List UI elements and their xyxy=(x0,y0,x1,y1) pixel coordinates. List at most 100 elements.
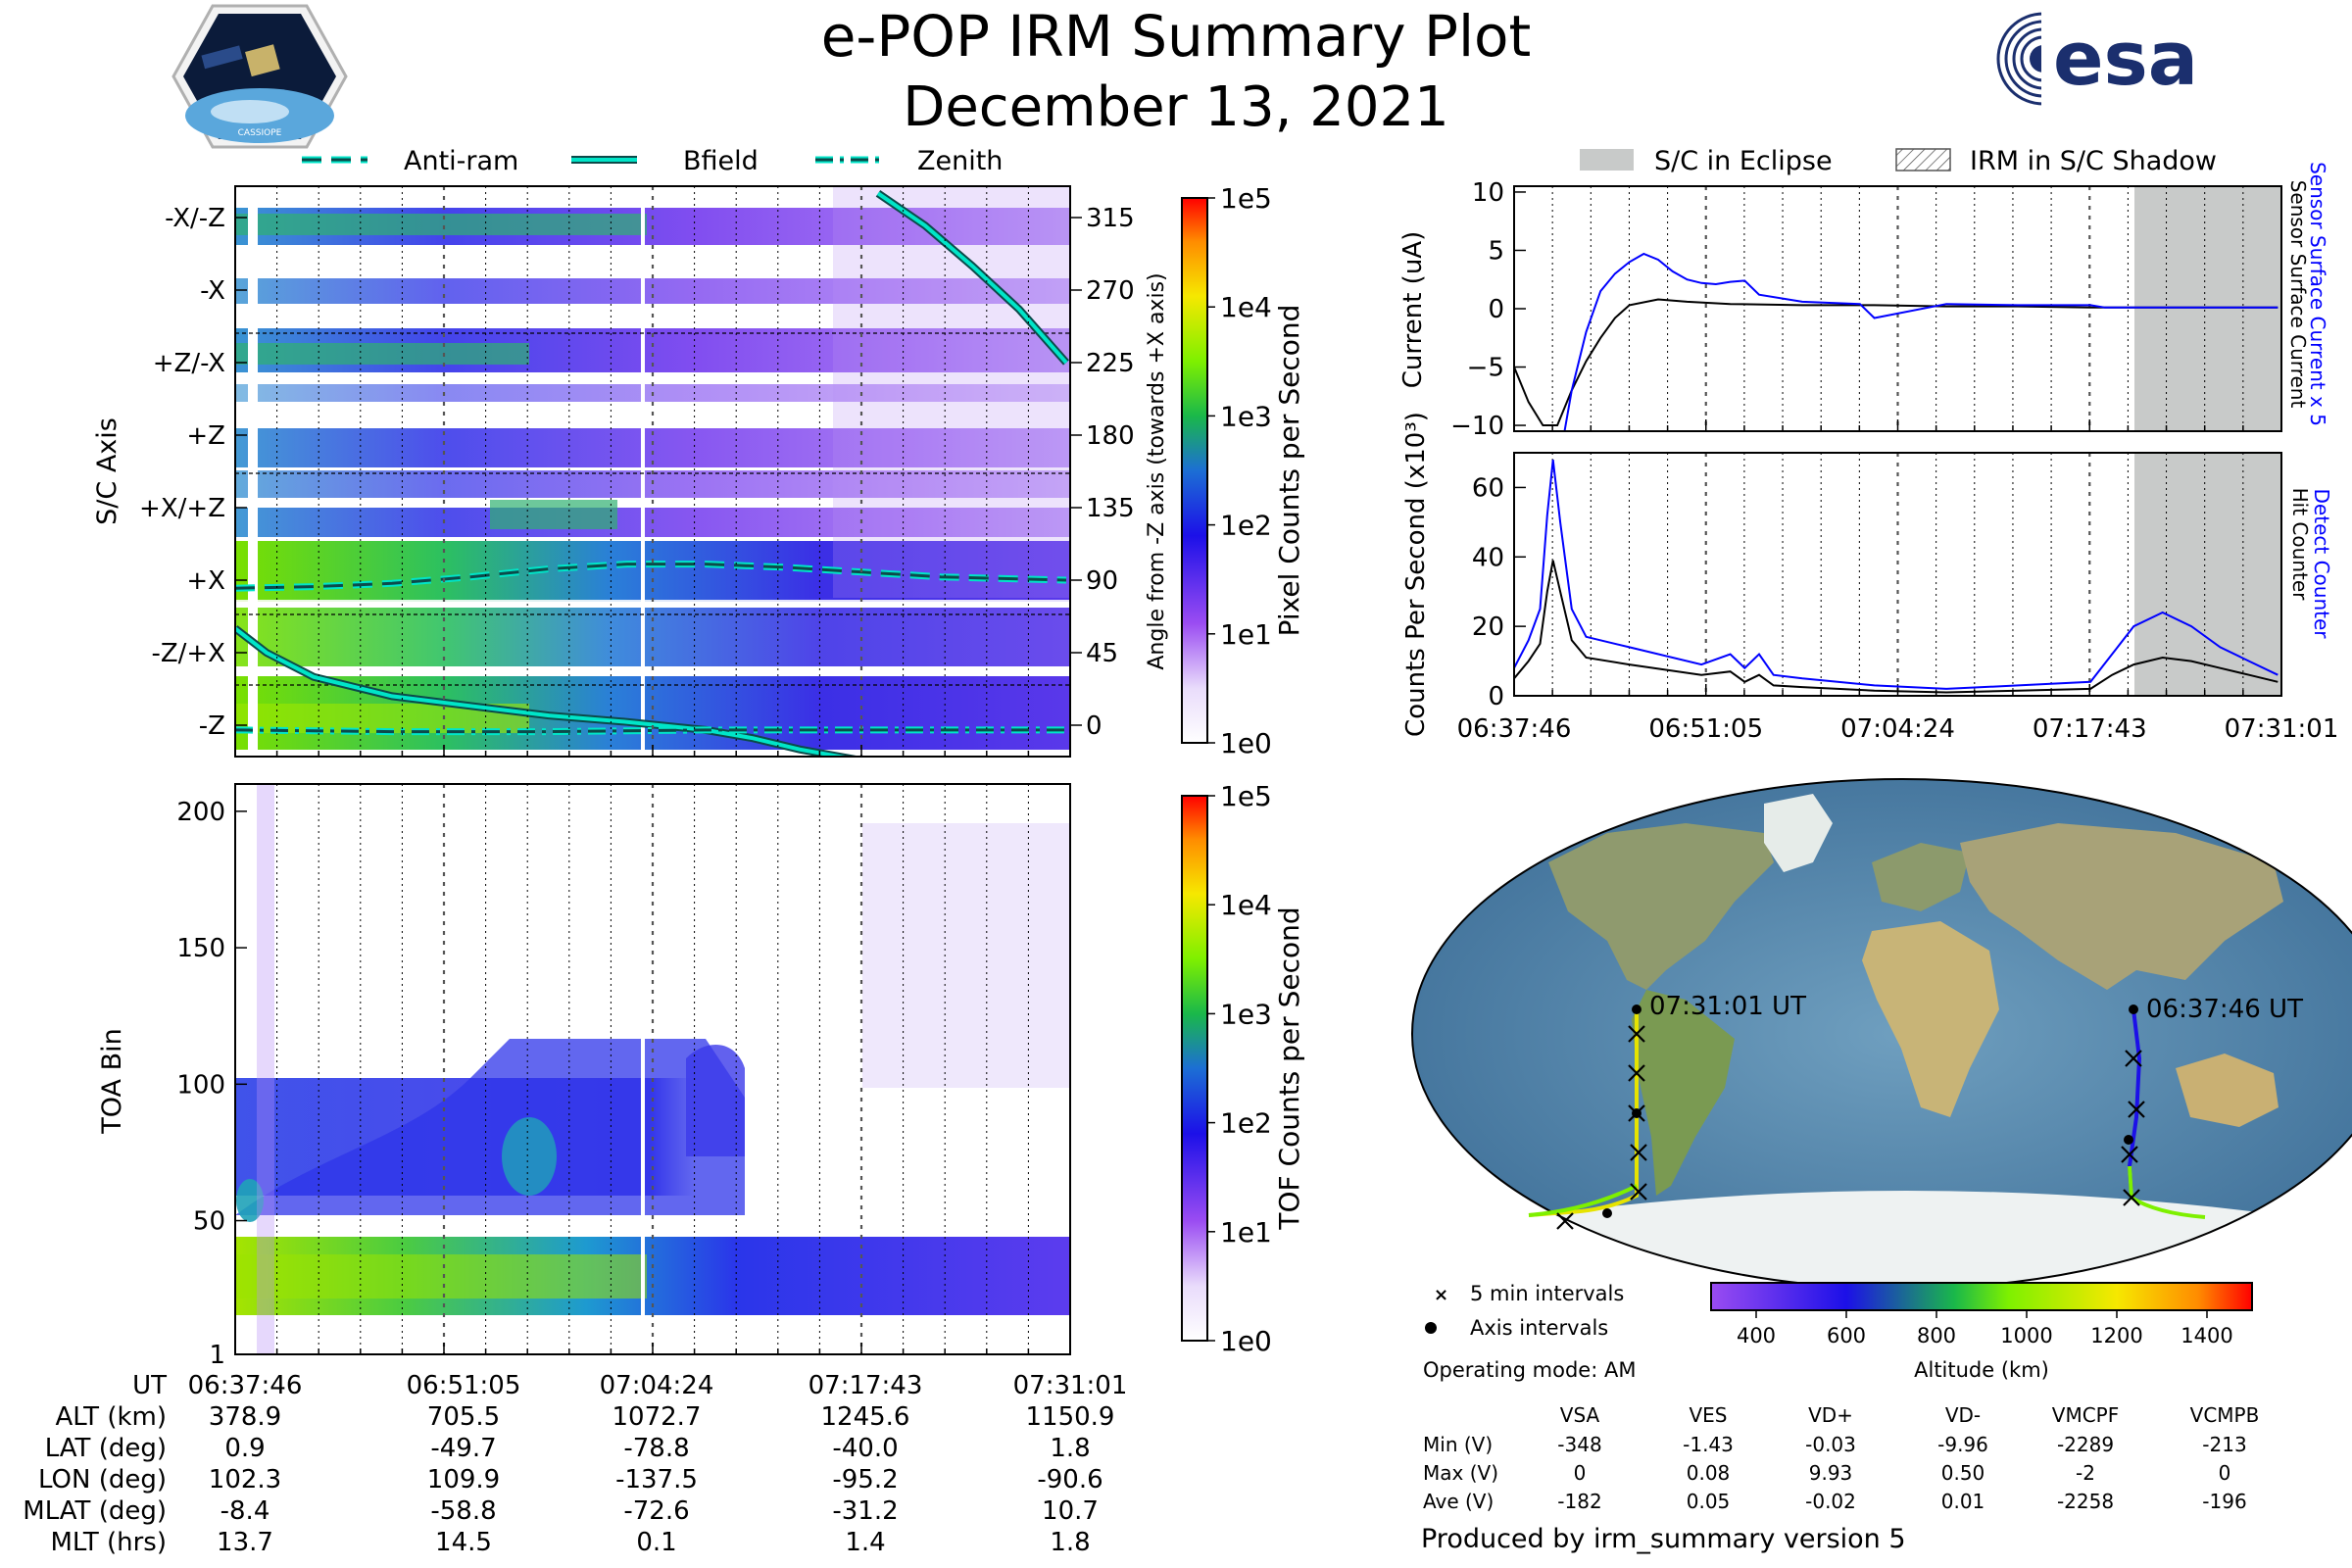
current-series xyxy=(1514,252,2278,431)
panel-sc-axis: -X/-Z -X +Z/-X +Z +X/+Z +X -Z/+X -Z 315 270 225 18… xyxy=(92,185,1169,758)
ephemeris-cell: 1150.9 xyxy=(1026,1402,1115,1432)
page-date: December 13, 2021 xyxy=(903,75,1449,139)
five-min-marker xyxy=(1630,1144,1647,1161)
ephemeris-cell: 1245.6 xyxy=(821,1402,910,1432)
counts-right-label-blue: Detect Counter xyxy=(2310,489,2333,640)
legend-top-left: Anti-ram Bfield Zenith xyxy=(302,146,1003,176)
counts-xtick-label: 06:51:05 xyxy=(1648,714,1763,744)
altitude-tick-label: 800 xyxy=(1917,1324,1956,1348)
colorbar-tick-label: 1e2 xyxy=(1220,1107,1272,1140)
ephemeris-cell: -72.6 xyxy=(623,1496,689,1526)
svg-text:×: × xyxy=(1434,1285,1448,1305)
voltage-cell: -0.03 xyxy=(1805,1433,1856,1456)
footer-text: Produced by irm_summary version 5 xyxy=(1421,1524,1906,1554)
voltage-cell: 0.08 xyxy=(1687,1461,1731,1485)
toa-ylabel: TOA Bin xyxy=(97,1028,127,1134)
counts-line xyxy=(1514,560,2278,694)
angle-tick-label: 90 xyxy=(1086,566,1118,596)
ephemeris-cell: 13.7 xyxy=(217,1528,273,1557)
ephemeris-row-label: MLT (hrs) xyxy=(51,1528,168,1557)
ephemeris-cell: 07:17:43 xyxy=(808,1371,923,1400)
counts-tick-label: 40 xyxy=(1472,543,1504,572)
voltage-cell: -348 xyxy=(1557,1433,1601,1456)
panel-current: 10 5 0 −5 −10 Current (uA) Sensor Surface Cu… xyxy=(1398,162,2329,441)
sc-axis-series xyxy=(235,190,1069,757)
counts-tick-label: 60 xyxy=(1472,473,1504,503)
map-label-start: 06:37:46 UT xyxy=(2146,995,2303,1024)
ephemeris-cell: 1.4 xyxy=(845,1528,885,1557)
voltage-cell: -1.43 xyxy=(1683,1433,1734,1456)
axis-interval-marker xyxy=(1632,1108,1642,1118)
sc-axis-category-label: +Z xyxy=(186,421,225,451)
ephemeris-row-label: LON (deg) xyxy=(38,1465,167,1494)
voltage-cell: -213 xyxy=(2202,1433,2246,1456)
current-tick-label: −10 xyxy=(1450,412,1504,441)
voltage-cell: -2289 xyxy=(2057,1433,2114,1456)
colorbar-tick-label: 1e0 xyxy=(1220,1325,1272,1357)
angle-tick-label: 135 xyxy=(1086,494,1135,523)
colorbar-tick-label: 1e3 xyxy=(1220,998,1272,1030)
counts-line xyxy=(1514,459,2278,690)
sc-axis-ticks: -X/-Z -X +Z/-X +Z +X/+Z +X -Z/+X -Z xyxy=(139,204,247,741)
current-ticks: 10 5 0 −5 −10 xyxy=(1450,178,1526,441)
legend-top-right: S/C in Eclipse IRM in S/C Shadow xyxy=(1580,146,2217,176)
altitude-tick-label: 600 xyxy=(1827,1324,1866,1348)
voltage-cell: -9.96 xyxy=(1937,1433,1988,1456)
sc-axis-category-label: +X/+Z xyxy=(139,494,225,523)
toa-tick-label: 100 xyxy=(176,1070,225,1100)
page-title: e-POP IRM Summary Plot xyxy=(821,3,1532,70)
colorbar-tick-label: 1e0 xyxy=(1220,727,1272,760)
voltage-header: VSA xyxy=(1560,1403,1600,1427)
ephemeris-cell: 1.8 xyxy=(1050,1528,1090,1557)
ephemeris-cell: -58.8 xyxy=(430,1496,496,1526)
voltage-cell: 0 xyxy=(1574,1461,1587,1485)
ephemeris-cell: -78.8 xyxy=(623,1434,689,1463)
counts-ylabel: Counts Per Second (x10³) xyxy=(1401,412,1431,737)
ephemeris-cell: 378.9 xyxy=(209,1402,281,1432)
voltage-table: VSA VES VD+ VD- VMCPF VCMPB Min (V) -348 -1.43 -0… xyxy=(1423,1403,2259,1513)
counts-xticks: 06:37:46 06:51:05 07:04:24 07:17:43 07:31:01 xyxy=(1457,714,2339,744)
sc-axis-refs xyxy=(235,332,1070,686)
ephemeris-cell: 0.9 xyxy=(224,1434,265,1463)
voltage-header: VD- xyxy=(1945,1403,1981,1427)
sc-axis-category-label: +X xyxy=(186,566,225,596)
toa-tick-label: 50 xyxy=(193,1207,225,1237)
bfield-line xyxy=(235,626,851,757)
ephemeris-cell: -90.6 xyxy=(1037,1465,1102,1494)
ephemeris-cell: 0.1 xyxy=(636,1528,676,1557)
altitude-colorbar: 400 600 800 1000 1200 1400 Altitude (km) xyxy=(1710,1282,2253,1382)
current-ylabel: Current (uA) xyxy=(1398,231,1428,388)
toa-tick-label: 200 xyxy=(176,798,225,827)
voltage-cell: -196 xyxy=(2202,1490,2246,1513)
ephemeris-row-label: UT xyxy=(132,1371,167,1400)
colorbar-tof-label: TOF Counts per Second xyxy=(1273,906,1305,1230)
five-min-marker xyxy=(1628,1064,1645,1082)
ephemeris-cell: 06:37:46 xyxy=(188,1371,303,1400)
toa-tick-label: 1 xyxy=(209,1341,225,1370)
five-min-marker xyxy=(2123,1189,2140,1206)
map-label-end: 07:31:01 UT xyxy=(1649,992,1806,1021)
ephemeris-cell: -8.4 xyxy=(220,1496,270,1526)
voltage-header: VMCPF xyxy=(2052,1403,2119,1427)
ephemeris-cell: 14.5 xyxy=(435,1528,492,1557)
legend-shadow: IRM in S/C Shadow xyxy=(1970,146,2217,176)
counts-xtick-label: 07:31:01 xyxy=(2225,714,2339,744)
ephemeris-cell: -49.7 xyxy=(430,1434,496,1463)
eclipse-region-2 xyxy=(2134,453,2281,696)
colorbar-tick-label: 1e5 xyxy=(1220,182,1272,215)
altitude-tick-label: 400 xyxy=(1737,1324,1776,1348)
current-tick-label: −5 xyxy=(1467,354,1504,383)
colorbar-tick-label: 1e4 xyxy=(1220,889,1272,921)
colorbar-tick-label: 1e1 xyxy=(1220,1216,1272,1249)
toa-tick-label: 150 xyxy=(176,934,225,963)
map-legend-axis: Axis intervals xyxy=(1470,1316,1608,1340)
counts-ticks: 0 20 40 60 xyxy=(1472,473,1526,711)
colorbar-tick-label: 1e4 xyxy=(1220,291,1272,323)
current-line xyxy=(1563,252,2278,431)
counts-right-label-black: Hit Counter xyxy=(2288,488,2312,601)
sc-axis-time-grid xyxy=(234,186,1071,757)
ephemeris-cell: 102.3 xyxy=(209,1465,281,1494)
altitude-label: Altitude (km) xyxy=(1914,1358,2049,1382)
